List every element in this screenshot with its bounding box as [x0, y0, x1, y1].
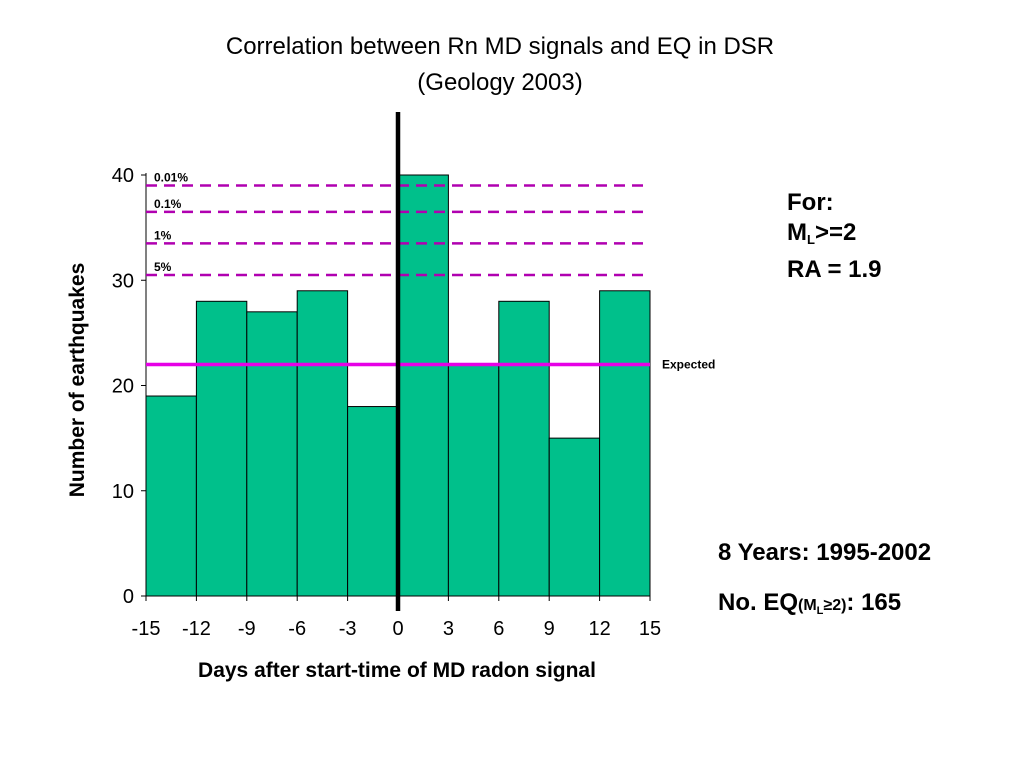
parameters-box: For: ML>=2 RA = 1.9: [787, 188, 882, 285]
bar-7: [498, 300, 550, 597]
bar-9: [599, 290, 651, 597]
x-tick-label-8: 9: [544, 618, 555, 640]
eq-condition-open: (M: [798, 597, 817, 614]
y-tick-label-3: 30: [112, 270, 134, 292]
x-tick-label-7: 6: [493, 618, 504, 640]
x-tick-label-10: 15: [639, 618, 661, 640]
chart-subtitle-text: (Geology 2003): [417, 69, 583, 96]
eq-count-text: No. EQ(ML≥2): 165: [718, 588, 901, 626]
chart-title: Correlation between Rn MD signals and EQ…: [225, 33, 775, 60]
threshold-label-1: 0.1%: [154, 197, 182, 211]
bar-6: [447, 363, 500, 597]
x-tick-label-0: -15: [132, 618, 161, 640]
bar-0: [145, 395, 197, 597]
y-axis-label: Number of earthquakes: [66, 263, 89, 498]
labels-group: 0.01% 0.1% 1% 5% Expected: [154, 171, 715, 372]
bar-3: [296, 290, 349, 597]
x-tick-label-9: 12: [588, 618, 610, 640]
x-tick-label-4: -3: [339, 618, 357, 640]
x-tick-label-3: -6: [288, 618, 306, 640]
magnitude-subscript: L: [807, 232, 815, 247]
threshold-label-0: 0.01%: [154, 171, 188, 185]
threshold-label-3: 5%: [154, 260, 172, 274]
eq-count: : 165: [846, 589, 902, 616]
x-tick-label-5: 0: [392, 618, 403, 640]
reference-lines-group: [146, 112, 650, 611]
magnitude-threshold: >=2: [814, 219, 857, 246]
ra-value: RA = 1.9: [787, 256, 882, 283]
x-tick-label-2: -9: [238, 618, 256, 640]
magnitude-symbol: M: [787, 219, 807, 246]
magnitude-condition: ML>=2: [787, 218, 882, 255]
eq-condition-close: ≥2): [823, 597, 847, 614]
bar-1: [195, 300, 248, 597]
bar-5: [397, 174, 449, 597]
y-tick-label-2: 20: [112, 376, 134, 398]
eq-condition-subscript: L: [816, 605, 824, 617]
for-label: For:: [787, 189, 834, 216]
y-tick-label-1: 10: [112, 481, 134, 503]
x-tick-label-1: -12: [182, 618, 211, 640]
years-text: 8 Years: 1995-2002: [718, 539, 932, 566]
bars-group: [145, 174, 651, 597]
chart-subtitle: (Geology 2003): [0, 66, 1000, 100]
bar-8: [548, 437, 601, 597]
y-tick-label-0: 0: [123, 586, 134, 608]
bar-4: [347, 406, 399, 597]
eq-prefix: No. EQ: [718, 589, 799, 616]
expected-label: Expected: [662, 357, 715, 371]
y-tick-label-4: 40: [112, 165, 134, 187]
bar-2: [246, 311, 298, 597]
x-axis-label: Days after start-time of MD radon signal: [198, 659, 596, 682]
x-tick-label-6: 3: [443, 618, 454, 640]
threshold-label-2: 1%: [154, 228, 172, 242]
